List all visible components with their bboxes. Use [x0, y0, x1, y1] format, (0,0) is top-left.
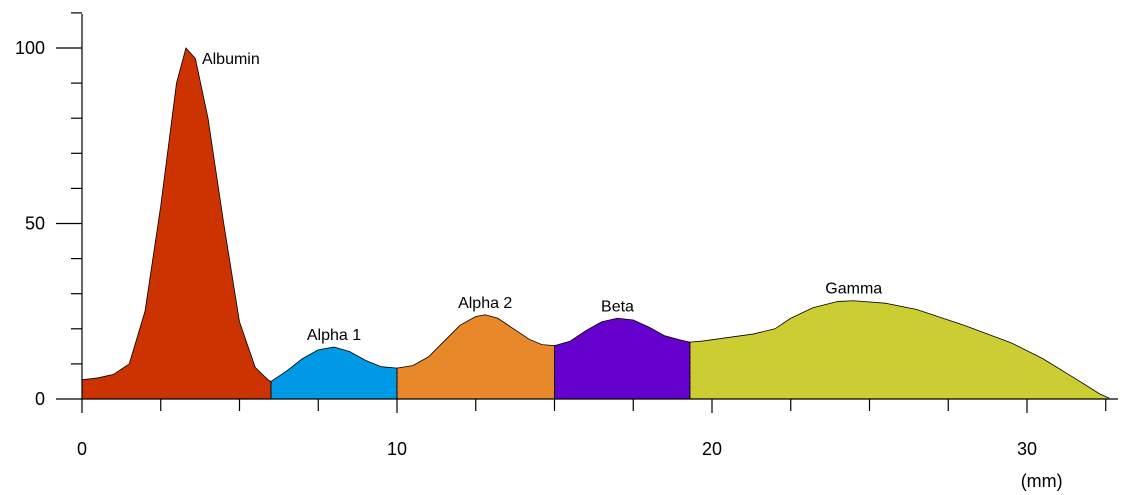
x-tick-label: 0: [77, 439, 87, 459]
x-unit-label: (mm): [1021, 471, 1063, 491]
band-alpha-1: [270, 346, 398, 400]
dividers-layer: [270, 342, 691, 399]
bands-layer: [81, 47, 1110, 400]
x-tick-label: 20: [702, 439, 722, 459]
band-gamma: [689, 300, 1110, 400]
labels-layer: Albumin Alpha 1 Alpha 2 Beta Gamma: [202, 51, 882, 344]
band-label: Alpha 2: [458, 295, 512, 312]
y-tick-label: 50: [25, 214, 45, 234]
band-label: Beta: [601, 298, 634, 315]
band-beta: [554, 317, 691, 400]
band-label: Gamma: [825, 281, 882, 298]
x-tick-label: 10: [387, 439, 407, 459]
x-tick-label: 30: [1017, 439, 1037, 459]
band-label: Alpha 1: [307, 327, 361, 344]
y-tick-label: 0: [35, 389, 45, 409]
band-label: Albumin: [202, 51, 260, 68]
y-tick-label: 100: [15, 38, 45, 58]
band-alpha-2: [396, 314, 555, 400]
axes-layer: 0 10 20 30 0 50 100 (mm): [15, 12, 1118, 491]
band-albumin: [81, 47, 272, 400]
